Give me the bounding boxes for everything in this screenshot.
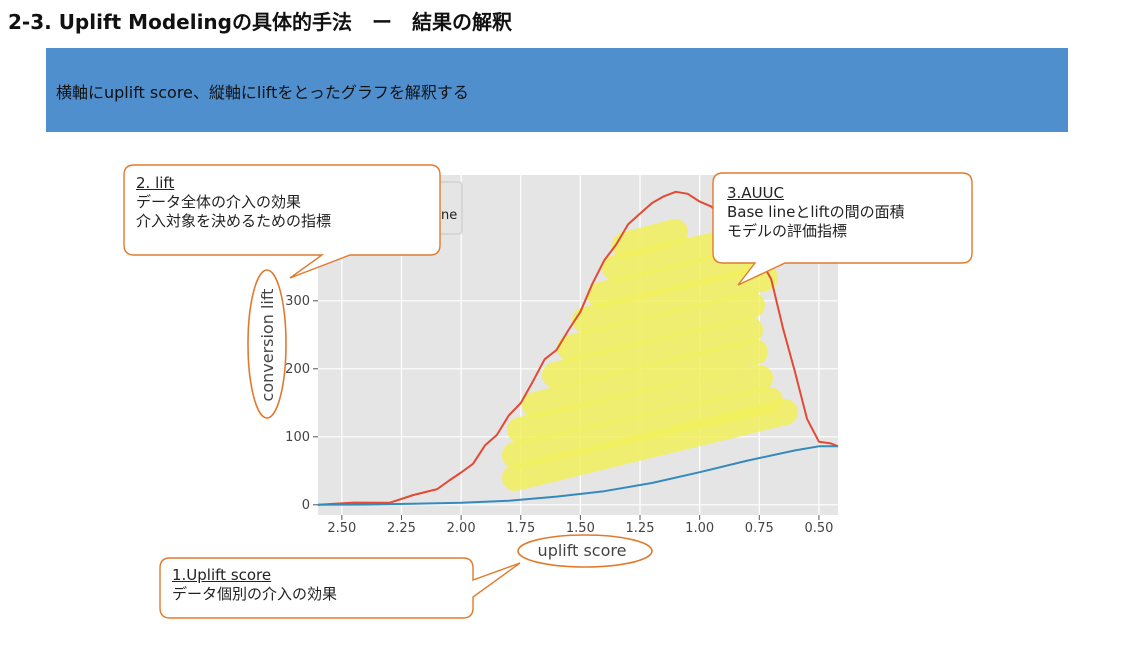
legend-fragment: ne [441,208,457,223]
lift-curve [317,190,839,506]
x-tick-label: 1.75 [506,521,535,536]
x-tick-label: 1.50 [566,521,595,536]
auuc-callout-text: 3.AUUC Base lineとliftの間の面積 モデルの評価指標 [727,184,905,241]
banner-text: 横軸にuplift score、縦軸にliftをとったグラフを解釈する [56,83,469,102]
ylabel-highlight-ellipse [247,269,287,419]
y-tick-label: 100 [285,430,310,445]
auuc-callout-bubble [712,172,973,286]
x-tick-label: 2.00 [447,521,476,536]
lift-callout-bubble [123,164,441,279]
banner: 横軸にuplift score、縦軸にliftをとったグラフを解釈する [46,48,1068,132]
x-tick-label: 2.25 [387,521,416,536]
x-tick-label: 0.75 [745,521,774,536]
uplift-score-callout-bubble [159,557,521,619]
lift-callout-line: データ全体の介入の効果 [136,193,302,211]
y-tick-label: 300 [285,294,310,309]
auuc-highlight [502,219,798,491]
lift-callout-text: 2. lift データ全体の介入の効果 介入対象を決めるための指標 [136,174,331,231]
auuc-callout-line: Base lineとliftの間の面積 [727,203,905,221]
uplift-score-callout-head: 1.Uplift score [172,566,272,584]
chart-axes: 2.50 2.25 2.00 1.75 1.50 1.25 1.00 0.75 0.50 0 100… [285,294,833,536]
slide-title: 2-3. Uplift Modelingの具体的手法 ー 結果の解釈 [8,10,512,34]
chart-series [317,190,839,506]
x-axis-label: uplift score [538,541,627,560]
baseline-curve [317,445,838,506]
x-tick-label: 0.50 [804,521,833,536]
x-tick-label: 1.00 [685,521,714,536]
y-tick-label: 0 [302,498,310,513]
auuc-callout-head: 3.AUUC [727,184,785,202]
lift-callout-head: 2. lift [136,174,175,192]
auuc-callout-line: モデルの評価指標 [727,222,848,240]
uplift-score-callout-line: データ個別の介入の効果 [172,585,338,603]
lift-callout-line: 介入対象を決めるための指標 [136,212,332,230]
uplift-score-callout-text: 1.Uplift score データ個別の介入の効果 [172,566,337,604]
x-tick-label: 1.25 [626,521,655,536]
y-tick-label: 200 [285,362,310,377]
x-tick-label: 2.50 [327,521,356,536]
xlabel-highlight-ellipse [517,534,653,568]
y-axis-label: conversion lift [258,289,277,402]
